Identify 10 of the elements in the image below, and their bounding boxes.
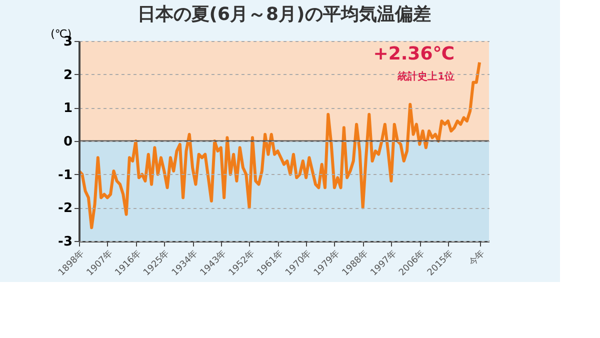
y-tick-label: 1 (63, 101, 72, 116)
line-series (78, 60, 482, 230)
annotation: +2.36℃ (373, 43, 455, 64)
y-tick-label: -2 (58, 201, 72, 216)
x-tick-label: 今年 (466, 248, 488, 268)
y-tick-label: -1 (58, 168, 72, 183)
y-tick-label: 0 (63, 134, 72, 150)
y-tick-label: -3 (58, 234, 72, 250)
chart-title: 日本の夏(6月～8月)の平均気温偏差 (137, 4, 431, 25)
y-tick-label: 2 (63, 68, 72, 83)
